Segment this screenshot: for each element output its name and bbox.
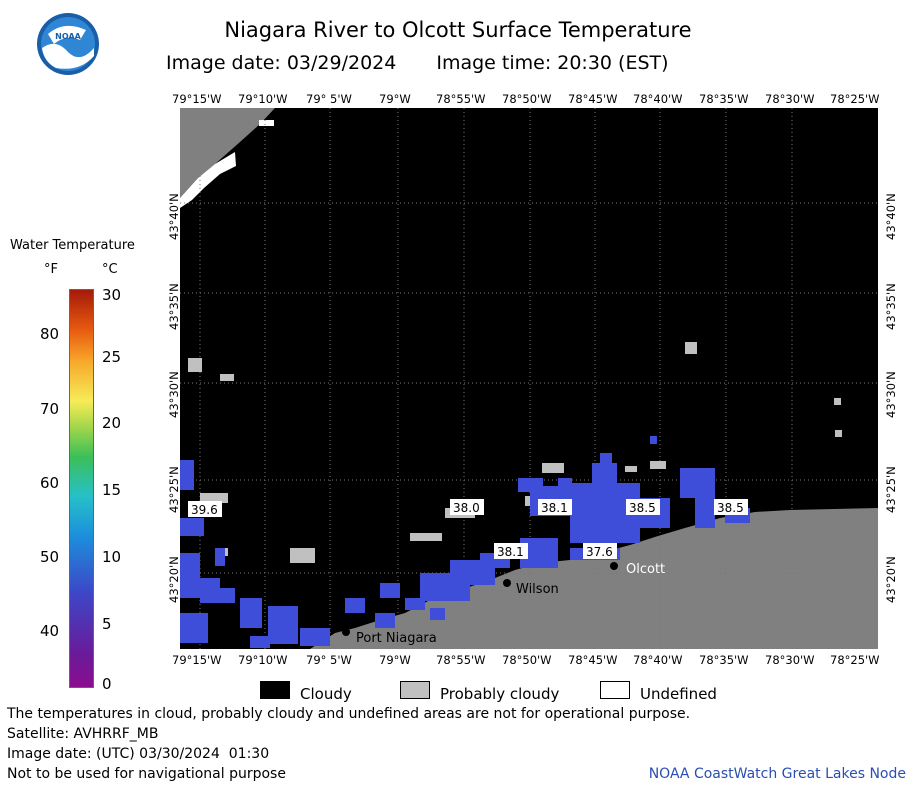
lon-label-top: 78°55'W [436,92,486,106]
f-tick: 70 [40,400,60,418]
lon-label-bottom: 78°50'W [502,653,552,667]
image-date: Image date: 03/29/2024 [166,52,397,74]
noaa-logo-text: NOAA [55,32,81,41]
lon-label-top: 78°35'W [699,92,749,106]
water-temperature-areas [180,436,750,648]
marker-olcott [610,562,618,570]
legend-unit-c: °C [102,262,118,277]
f-tick: 40 [40,622,60,640]
marker-wilson [503,579,511,587]
c-tick: 10 [102,548,122,566]
legend-label-cloudy: Cloudy [300,685,352,703]
image-datetime: Image date: 03/29/2024 Image time: 20:30 … [166,52,669,74]
lon-label-bottom: 79°15'W [172,653,222,667]
lon-label-bottom: 79°W [379,653,411,667]
lon-label-bottom: 78°30'W [765,653,815,667]
noaa-logo: NOAA [37,13,99,75]
legend-swatch-undefined [600,681,630,699]
lon-label-bottom: 78°45'W [568,653,618,667]
lon-label-bottom: 78°40'W [633,653,683,667]
f-tick: 80 [40,325,60,343]
page-title: Niagara River to Olcott Surface Temperat… [224,18,692,42]
c-tick: 15 [102,481,122,499]
lon-label-top: 79°W [379,92,411,106]
temperature-map: Port Niagara Wilson Olcott 39.6 38.0 38.… [180,108,878,649]
image-time: Image time: 20:30 (EST) [436,52,669,74]
place-markers: Port Niagara Wilson Olcott [342,562,665,646]
lat-label-right: 43°40'N [884,193,898,240]
lon-label-top: 78°40'W [633,92,683,106]
temp-label: 38.5 [629,501,656,515]
lat-label-left: 43°25'N [167,466,181,513]
f-tick: 50 [40,548,60,566]
lat-label-right: 43°30'N [884,371,898,418]
place-label-olcott: Olcott [626,562,665,577]
lat-label-left: 43°20'N [167,556,181,603]
lat-label-right: 43°25'N [884,466,898,513]
temperature-labels: 39.6 38.0 38.1 38.5 38.5 38.1 37.6 [188,499,748,559]
lon-label-top: 79° 5'W [306,92,352,106]
undefined-area [180,152,236,208]
c-tick: 30 [102,286,122,304]
temp-label: 37.6 [586,545,613,559]
lat-label-left: 43°35'N [167,283,181,330]
lat-label-right: 43°35'N [884,283,898,330]
lon-label-top: 78°45'W [568,92,618,106]
temp-label: 38.5 [717,501,744,515]
c-tick: 5 [102,615,112,633]
legend-swatch-cloudy [260,681,290,699]
lon-label-top: 79°10'W [238,92,288,106]
land-northwest [180,108,275,198]
temp-label: 38.0 [453,501,480,515]
lat-label-right: 43°20'N [884,556,898,603]
nav-warning: Not to be used for navigational purpose [7,766,286,782]
satellite: Satellite: AVHRRF_MB [7,726,159,742]
place-label-port-niagara: Port Niagara [356,631,437,646]
lon-label-top: 78°25'W [830,92,880,106]
credit-link[interactable]: NOAA CoastWatch Great Lakes Node [648,766,906,782]
disclaimer: The temperatures in cloud, probably clou… [7,706,691,722]
lon-label-top: 78°30'W [765,92,815,106]
lat-label-left: 43°30'N [167,371,181,418]
undefined-area [259,120,274,126]
lon-label-bottom: 78°55'W [436,653,486,667]
temp-label: 39.6 [191,503,218,517]
lon-label-bottom: 78°35'W [699,653,749,667]
place-label-wilson: Wilson [516,582,559,597]
legend-title: Water Temperature [10,238,135,253]
c-tick: 0 [102,675,112,693]
f-tick: 60 [40,474,60,492]
legend-label-probably-cloudy: Probably cloudy [440,685,560,703]
temp-label: 38.1 [541,501,568,515]
c-tick: 25 [102,348,122,366]
legend-label-undefined: Undefined [640,685,717,703]
utc-date: Image date: (UTC) 03/30/2024 01:30 [7,746,270,762]
lat-label-left: 43°40'N [167,193,181,240]
temperature-colorbar [69,289,94,688]
marker-port-niagara [342,628,350,636]
lon-label-top: 79°15'W [172,92,222,106]
legend-swatch-probably-cloudy [400,681,430,699]
temp-label: 38.1 [497,545,524,559]
lon-label-bottom: 79° 5'W [306,653,352,667]
lon-label-top: 78°50'W [502,92,552,106]
lon-label-bottom: 79°10'W [238,653,288,667]
c-tick: 20 [102,414,122,432]
legend-unit-f: °F [44,262,58,277]
land-south [310,508,878,649]
lon-label-bottom: 78°25'W [830,653,880,667]
